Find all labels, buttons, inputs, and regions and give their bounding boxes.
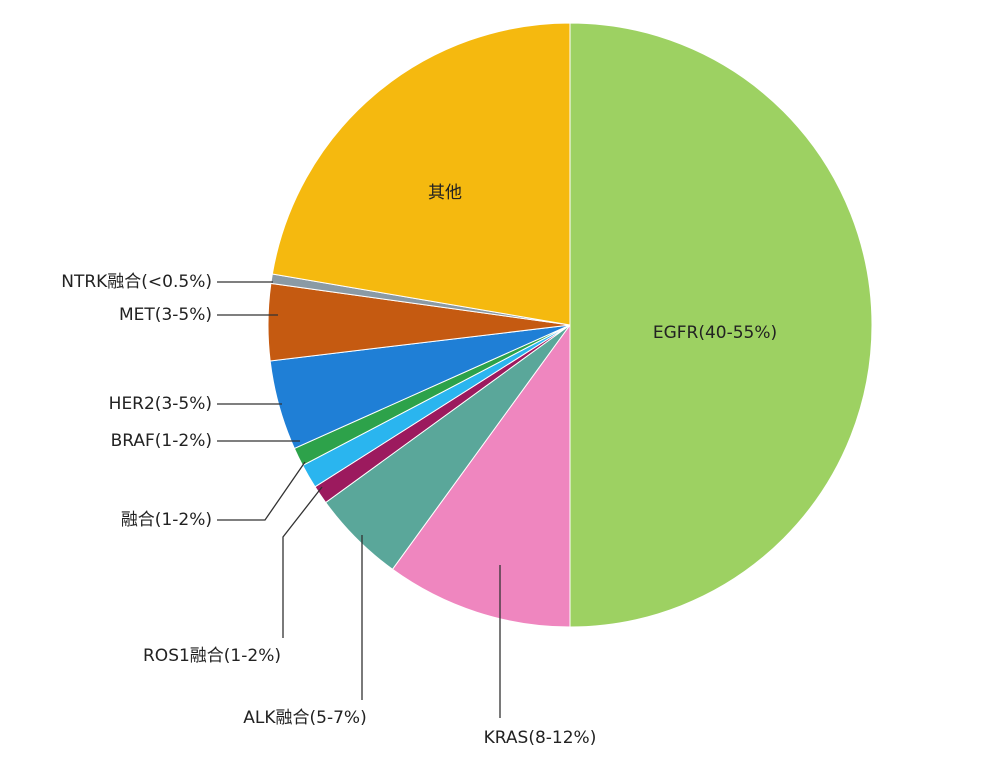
slice-label: 融合(1-2%) <box>121 510 212 530</box>
leader-line <box>217 461 306 521</box>
slice-label: MET(3-5%) <box>119 305 212 325</box>
leader-line <box>282 486 323 638</box>
pie-slice <box>569 22 873 628</box>
slice-label: 其他 <box>428 183 462 203</box>
pie-slice <box>391 323 571 628</box>
pie-slice <box>271 22 571 326</box>
slice-label: ALK融合(5-7%) <box>243 708 366 728</box>
slice-label: NTRK融合(<0.5%) <box>61 272 212 292</box>
slice-label: HER2(3-5%) <box>109 394 212 414</box>
slice-label: BRAF(1-2%) <box>111 431 212 451</box>
slice-label: KRAS(8-12%) <box>484 728 597 748</box>
slice-label: EGFR(40-55%) <box>653 323 777 343</box>
slice-label: ROS1融合(1-2%) <box>143 646 281 666</box>
